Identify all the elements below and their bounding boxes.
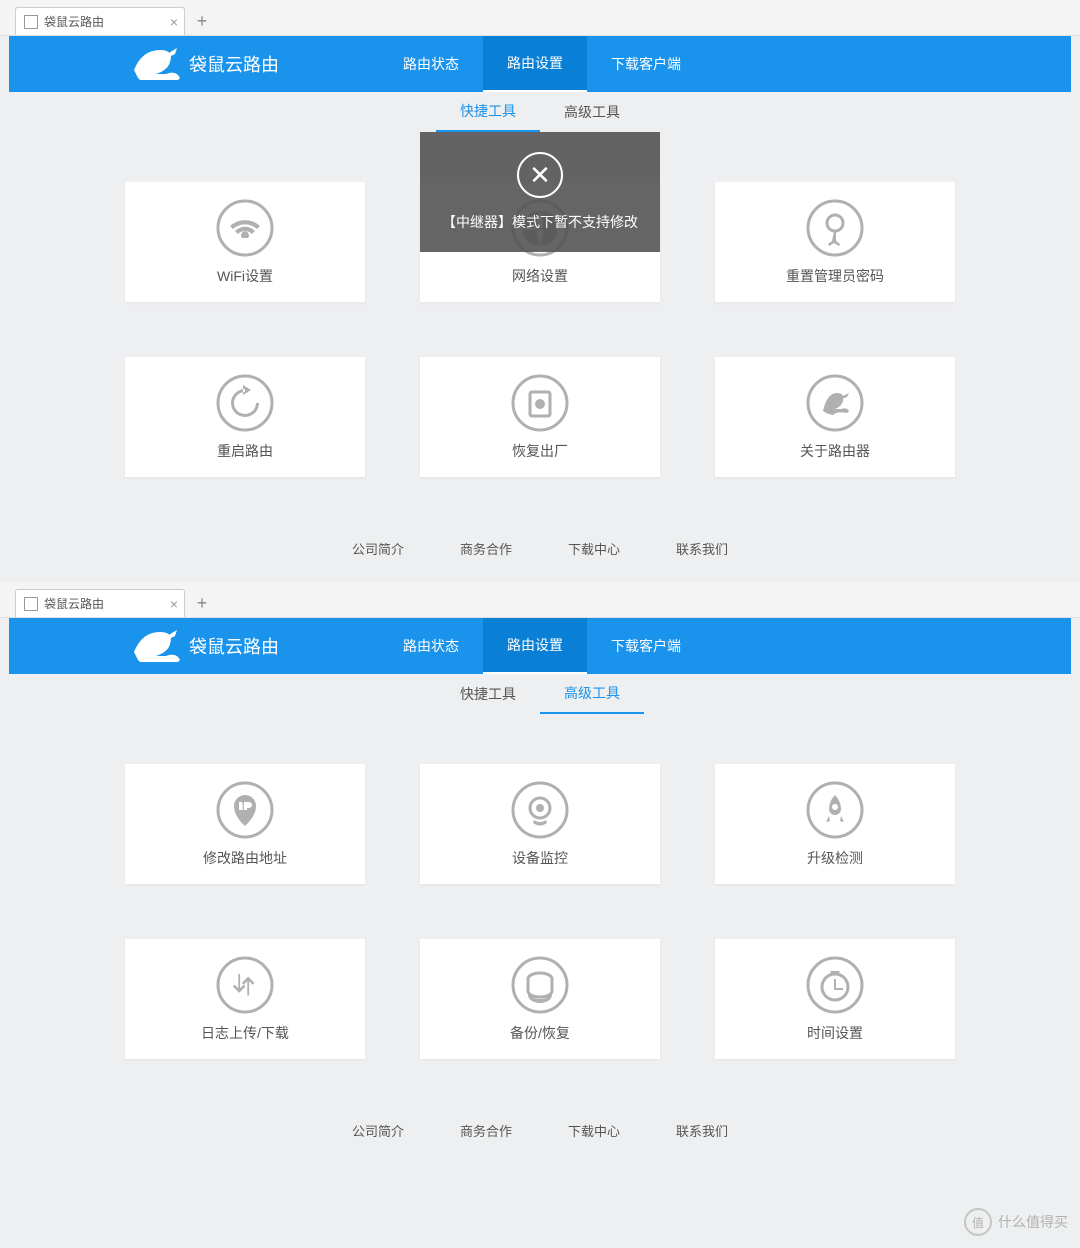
nav-settings[interactable]: 路由设置 — [483, 618, 587, 674]
card-label: 恢复出厂 — [512, 441, 568, 461]
footer-contact[interactable]: 联系我们 — [676, 1121, 728, 1140]
footer: 公司简介 商务合作 下载中心 联系我们 — [9, 507, 1071, 582]
watermark: 值 什么值得买 — [964, 1208, 1068, 1236]
card-label: 备份/恢复 — [510, 1023, 570, 1043]
kangaroo-icon — [129, 48, 185, 80]
close-icon[interactable]: × — [170, 596, 178, 612]
subnav-advanced[interactable]: 高级工具 — [540, 674, 644, 714]
subnav-advanced[interactable]: 高级工具 — [540, 92, 644, 132]
nav-download[interactable]: 下载客户端 — [587, 618, 705, 674]
monitor-icon — [510, 780, 570, 840]
toast-message: 【中继器】模式下暂不支持修改 — [442, 212, 638, 232]
kangaroo-icon — [805, 373, 865, 433]
footer-download[interactable]: 下载中心 — [568, 1121, 620, 1140]
subnav-quick[interactable]: 快捷工具 — [436, 92, 540, 132]
error-icon: ✕ — [517, 152, 563, 198]
browser-tab-bar: 袋鼠云路由 × + — [0, 0, 1080, 36]
browser-tab[interactable]: 袋鼠云路由 × — [15, 7, 185, 35]
close-icon[interactable]: × — [170, 14, 178, 30]
card-label: 重启路由 — [217, 441, 273, 461]
browser-tab[interactable]: 袋鼠云路由 × — [15, 589, 185, 617]
card-upgrade[interactable]: 升级检测 — [715, 764, 955, 884]
watermark-text: 什么值得买 — [998, 1212, 1068, 1232]
card-label: 升级检测 — [807, 848, 863, 868]
card-logs[interactable]: 日志上传/下载 — [125, 939, 365, 1059]
tab-title: 袋鼠云路由 — [44, 13, 104, 30]
card-restart[interactable]: 重启路由 — [125, 357, 365, 477]
clock-icon — [805, 955, 865, 1015]
page-2: 袋鼠云路由 路由状态 路由设置 下载客户端 快捷工具 高级工具 修改路由地址 设… — [0, 618, 1080, 1164]
logo[interactable]: 袋鼠云路由 — [129, 48, 279, 80]
new-tab-button[interactable]: + — [189, 8, 215, 34]
nav-settings[interactable]: 路由设置 — [483, 36, 587, 92]
kangaroo-icon — [129, 630, 185, 662]
new-tab-button[interactable]: + — [189, 590, 215, 616]
disk-icon — [510, 955, 570, 1015]
tool-grid: 修改路由地址 设备监控 升级检测 日志上传/下载 备份/恢复 时间设置 — [9, 714, 1071, 1089]
key-icon — [805, 198, 865, 258]
header: 袋鼠云路由 路由状态 路由设置 下载客户端 — [9, 36, 1071, 92]
wifi-icon — [215, 198, 275, 258]
footer-about[interactable]: 公司简介 — [352, 539, 404, 558]
card-ip[interactable]: 修改路由地址 — [125, 764, 365, 884]
footer-contact[interactable]: 联系我们 — [676, 539, 728, 558]
transfer-icon — [215, 955, 275, 1015]
card-wifi[interactable]: WiFi设置 — [125, 182, 365, 302]
browser-tab-bar: 袋鼠云路由 × + — [0, 582, 1080, 618]
logo-text: 袋鼠云路由 — [189, 633, 279, 659]
card-password[interactable]: 重置管理员密码 — [715, 182, 955, 302]
header: 袋鼠云路由 路由状态 路由设置 下载客户端 — [9, 618, 1071, 674]
card-monitor[interactable]: 设备监控 — [420, 764, 660, 884]
nav-status[interactable]: 路由状态 — [379, 618, 483, 674]
page-icon — [24, 15, 38, 29]
card-label: 关于路由器 — [800, 441, 870, 461]
card-label: 重置管理员密码 — [786, 266, 884, 286]
page-icon — [24, 597, 38, 611]
logo-text: 袋鼠云路由 — [189, 51, 279, 77]
factory-icon — [510, 373, 570, 433]
card-label: 设备监控 — [512, 848, 568, 868]
card-label: 修改路由地址 — [203, 848, 287, 868]
nav-status[interactable]: 路由状态 — [379, 36, 483, 92]
footer: 公司简介 商务合作 下载中心 联系我们 — [9, 1089, 1071, 1164]
card-label: 时间设置 — [807, 1023, 863, 1043]
footer-download[interactable]: 下载中心 — [568, 539, 620, 558]
card-about[interactable]: 关于路由器 — [715, 357, 955, 477]
main-nav: 路由状态 路由设置 下载客户端 — [379, 618, 705, 674]
tool-grid: ✕ 【中继器】模式下暂不支持修改 WiFi设置 网络设置 重置管理员密码 重启路… — [9, 132, 1071, 507]
footer-business[interactable]: 商务合作 — [460, 1121, 512, 1140]
card-time[interactable]: 时间设置 — [715, 939, 955, 1059]
watermark-badge: 值 — [964, 1208, 992, 1236]
subnav-quick[interactable]: 快捷工具 — [436, 674, 540, 714]
logo[interactable]: 袋鼠云路由 — [129, 630, 279, 662]
rocket-icon — [805, 780, 865, 840]
footer-business[interactable]: 商务合作 — [460, 539, 512, 558]
restart-icon — [215, 373, 275, 433]
ip-icon — [215, 780, 275, 840]
sub-nav: 快捷工具 高级工具 — [9, 92, 1071, 132]
nav-download[interactable]: 下载客户端 — [587, 36, 705, 92]
toast-overlay: ✕ 【中继器】模式下暂不支持修改 — [420, 132, 660, 252]
card-factory[interactable]: 恢复出厂 — [420, 357, 660, 477]
card-label: WiFi设置 — [217, 266, 273, 286]
main-nav: 路由状态 路由设置 下载客户端 — [379, 36, 705, 92]
card-backup[interactable]: 备份/恢复 — [420, 939, 660, 1059]
card-label: 日志上传/下载 — [201, 1023, 289, 1043]
footer-about[interactable]: 公司简介 — [352, 1121, 404, 1140]
card-label: 网络设置 — [512, 266, 568, 286]
tab-title: 袋鼠云路由 — [44, 595, 104, 612]
sub-nav: 快捷工具 高级工具 — [9, 674, 1071, 714]
page-1: 袋鼠云路由 路由状态 路由设置 下载客户端 快捷工具 高级工具 ✕ 【中继器】模… — [0, 36, 1080, 582]
